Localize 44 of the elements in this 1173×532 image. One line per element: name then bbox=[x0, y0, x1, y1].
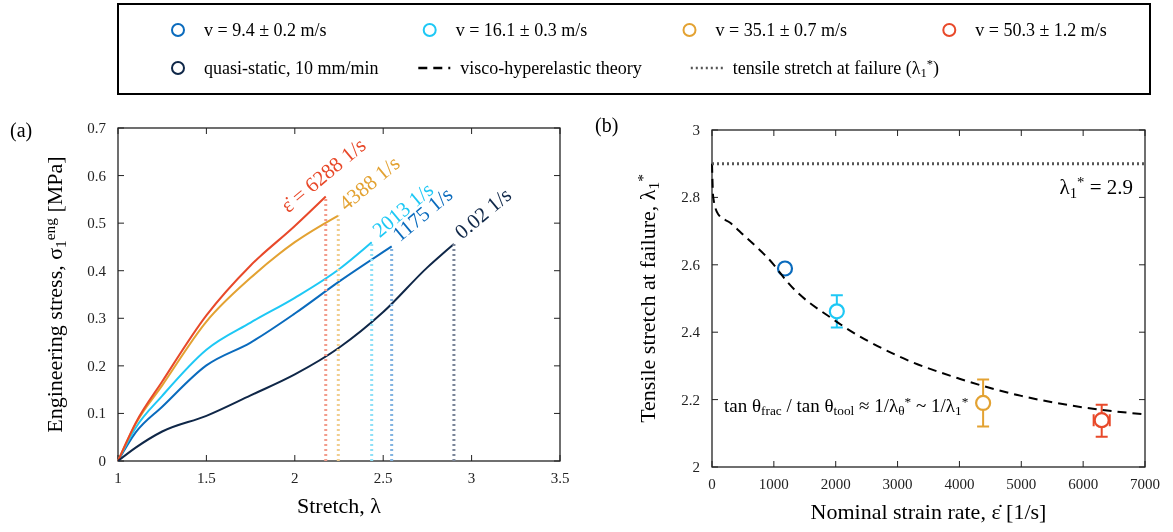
x-tick-label: 1 bbox=[114, 470, 122, 486]
x-tick-label: 3.5 bbox=[550, 470, 570, 486]
x-tick-label: 2 bbox=[291, 470, 299, 486]
legend-label: tensile stretch at failure (λ$_{1}$$^{*}$) bbox=[732, 57, 940, 81]
point bbox=[975, 394, 992, 412]
x-tick-label: 3000 bbox=[882, 476, 913, 492]
legend-label: v = 35.1 ± 0.7 m/s bbox=[715, 20, 848, 40]
chart-title: (b) bbox=[595, 114, 619, 137]
point bbox=[828, 303, 845, 320]
x-tick-label: 0 bbox=[708, 476, 716, 492]
y-tick-label: 0.7 bbox=[87, 120, 107, 136]
legend-label: v = 16.1 ± 0.3 m/s bbox=[455, 20, 588, 40]
x-tick-label: 2.5 bbox=[373, 470, 393, 486]
legend-label: v = 9.4 ± 0.2 m/s bbox=[204, 20, 327, 40]
x-axis-title: Stretch, λ bbox=[297, 493, 382, 518]
point bbox=[776, 260, 794, 277]
y-tick-label: 2.2 bbox=[681, 391, 700, 408]
y-tick-label: 2.6 bbox=[681, 256, 701, 273]
y-tick-label: 3 bbox=[692, 122, 700, 138]
y-tick-label: 2.8 bbox=[681, 189, 700, 206]
legend-label: v = 50.3 ± 1.2 m/s bbox=[975, 20, 1107, 40]
chart-title: (a) bbox=[10, 119, 33, 142]
x-tick-label: 5000 bbox=[1006, 476, 1037, 492]
x-tick-label: 7000 bbox=[1130, 476, 1160, 492]
y-tick-label: 0.2 bbox=[87, 357, 106, 374]
x-tick-label: 1.5 bbox=[197, 470, 216, 486]
y-tick-label: 2 bbox=[692, 459, 700, 475]
legend-label: quasi-static, 10 mm/min bbox=[204, 58, 379, 78]
x-tick-label: 2000 bbox=[820, 476, 851, 492]
y-tick-label: 0 bbox=[98, 453, 106, 469]
y-tick-label: 0.3 bbox=[87, 310, 106, 327]
y-tick-label: 0.4 bbox=[87, 262, 107, 279]
x-tick-label: 3 bbox=[467, 470, 476, 486]
x-tick-label: 1000 bbox=[758, 476, 789, 492]
x-tick-label: 6000 bbox=[1068, 476, 1099, 492]
y-tick-label: 0.1 bbox=[87, 405, 106, 422]
y-tick-label: 0.6 bbox=[87, 167, 107, 184]
annotation: λ$_{1}$$^{*}$ = 2.9 bbox=[1059, 173, 1133, 201]
x-axis-title: Nominal strain rate, ε̇ [1/s] bbox=[810, 499, 1047, 524]
y-tick-label: 0.5 bbox=[87, 215, 106, 232]
x-tick-label: 4000 bbox=[944, 476, 975, 492]
y-tick-label: 2.4 bbox=[681, 324, 701, 341]
legend-label: visco-hyperelastic theory bbox=[460, 58, 642, 78]
line-series bbox=[117, 243, 455, 462]
